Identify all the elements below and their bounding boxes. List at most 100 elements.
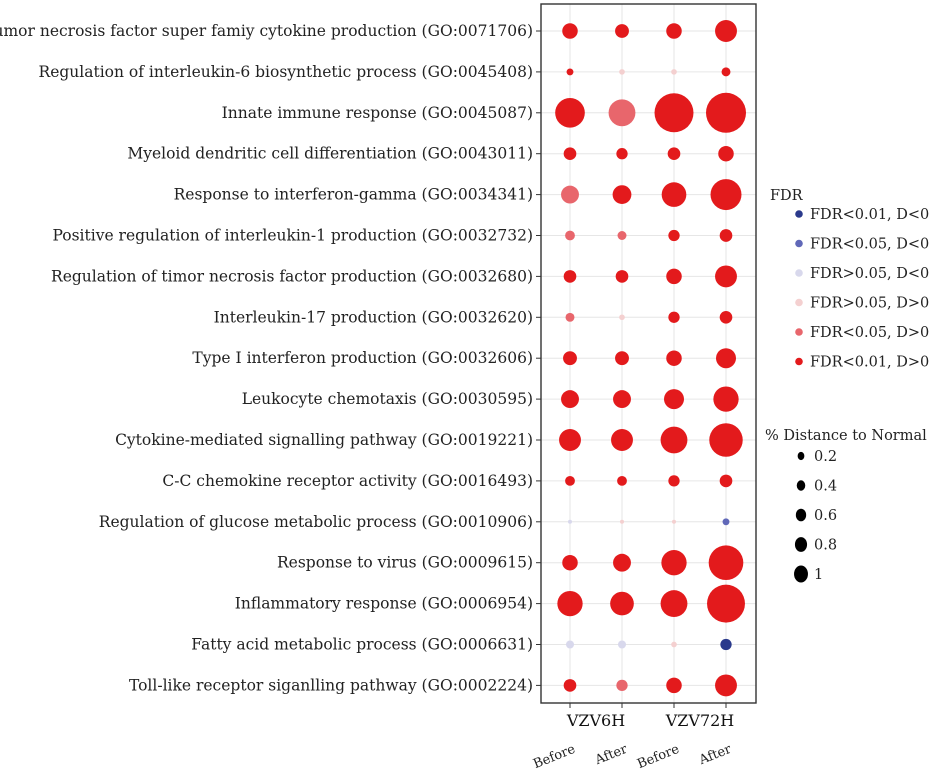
bubble-row-1-col-0 — [566, 68, 574, 76]
legend-fdr-swatch-2 — [795, 269, 803, 277]
bubble-row-6-col-2 — [666, 268, 682, 285]
term-label-11: C-C chemokine receptor activity (GO:0016… — [162, 472, 533, 490]
bubble-row-14-col-1 — [610, 591, 634, 616]
bubble-row-5-col-1 — [617, 231, 627, 240]
bubble-row-15-col-2 — [671, 641, 677, 648]
bubble-row-0-col-3 — [715, 20, 737, 42]
x-group-label-1: VZV72H — [665, 711, 735, 730]
bubble-row-13-col-2 — [661, 550, 687, 576]
term-label-6: Regulation of timor necrosis factor prod… — [51, 267, 533, 285]
bubble-row-16-col-2 — [666, 677, 682, 694]
bubble-row-9-col-2 — [664, 389, 684, 410]
x-condition-label-3: After — [696, 742, 734, 769]
bubble-row-16-col-3 — [715, 674, 737, 697]
bubble-row-15-col-1 — [618, 640, 626, 649]
term-label-16: Toll-like receptor siganlling pathway (G… — [129, 676, 533, 694]
bubble-row-5-col-2 — [668, 229, 680, 242]
bubble-row-12-col-1 — [620, 519, 624, 524]
legend: FDR FDR<0.01, D<0 FDR<0.05, D<0 FDR>0.05, … — [765, 188, 929, 583]
term-label-1: Regulation of interleukin-6 biosynthetic… — [39, 63, 533, 81]
bubble-row-4-col-2 — [661, 182, 687, 207]
bubble-row-10-col-0 — [559, 429, 581, 451]
legend-fdr-swatch-1 — [795, 239, 803, 248]
legend-fdr-label-0: FDR<0.01, D<0 — [810, 207, 929, 223]
bubble-row-10-col-2 — [660, 426, 688, 454]
bubble-row-14-col-0 — [557, 590, 583, 617]
bubble-row-2-col-0 — [555, 97, 585, 128]
bubble-row-3-col-3 — [718, 145, 734, 162]
legend-size-swatch-0 — [797, 451, 805, 461]
legend-fdr-label-1: FDR<0.05, D<0 — [810, 237, 929, 253]
bubble-row-7-col-3 — [719, 310, 733, 324]
bubble-row-9-col-0 — [561, 390, 579, 409]
legend-fdr-items: FDR<0.01, D<0 FDR<0.05, D<0 FDR>0.05, D<0 F… — [795, 207, 929, 371]
bubble-row-2-col-2 — [654, 93, 694, 133]
bubble-row-5-col-0 — [565, 230, 575, 241]
legend-size-label-4: 1 — [814, 567, 823, 583]
bubble-row-7-col-0 — [565, 312, 575, 322]
bubble-row-8-col-2 — [666, 350, 682, 366]
bubble-row-11-col-3 — [719, 474, 733, 488]
legend-size-label-0: 0.2 — [814, 449, 837, 465]
legend-size-items: 0.2 0.4 0.6 0.8 1 — [794, 449, 837, 583]
plot-panel-border — [540, 3, 757, 704]
legend-fdr-label-2: FDR>0.05, D<0 — [810, 266, 929, 282]
legend-fdr-swatch-5 — [795, 357, 803, 366]
bubble-row-12-col-3 — [722, 518, 730, 526]
bubble-row-12-col-2 — [672, 519, 676, 524]
term-label-8: Type I interferon production (GO:0032606… — [192, 349, 533, 367]
legend-fdr-label-5: FDR<0.01, D>0 — [810, 355, 929, 371]
term-label-10: Cytokine-mediated signalling pathway (GO… — [115, 431, 533, 449]
bubble-row-11-col-2 — [668, 475, 680, 487]
legend-fdr-title: FDR — [770, 188, 804, 204]
term-label-0: Tumor necrosis factor super famiy cytoki… — [0, 22, 533, 40]
bubble-row-0-col-1 — [615, 24, 629, 38]
legend-size-title: % Distance to Normal — [765, 428, 927, 444]
bubble-row-13-col-0 — [562, 554, 578, 571]
y-axis-term-labels: Tumor necrosis factor super famiy cytoki… — [0, 22, 541, 694]
legend-fdr-swatch-0 — [795, 210, 803, 218]
term-label-7: Interleukin-17 production (GO:0032620) — [214, 308, 533, 326]
legend-size-label-2: 0.6 — [814, 508, 837, 524]
bubble-row-14-col-2 — [660, 590, 688, 618]
term-label-15: Fatty acid metabolic process (GO:0006631… — [191, 636, 533, 654]
legend-size-swatch-3 — [794, 537, 808, 552]
bubble-row-5-col-3 — [719, 229, 733, 242]
legend-fdr-label-3: FDR>0.05, D>0 — [810, 296, 929, 312]
term-label-4: Response to interferon-gamma (GO:0034341… — [174, 186, 533, 204]
bubble-row-16-col-1 — [616, 679, 628, 692]
bubble-row-7-col-1 — [619, 314, 625, 321]
bubble-row-16-col-0 — [563, 679, 577, 692]
bubble-row-1-col-3 — [721, 67, 731, 77]
term-label-13: Response to virus (GO:0009615) — [277, 554, 533, 572]
bubble-row-2-col-1 — [608, 99, 636, 127]
bubble-row-4-col-3 — [710, 179, 742, 211]
legend-size-label-3: 0.8 — [814, 538, 837, 554]
bubble-row-14-col-3 — [707, 584, 745, 623]
bubble-row-8-col-1 — [615, 351, 629, 366]
term-label-12: Regulation of glucose metabolic process … — [99, 513, 533, 531]
bubble-row-3-col-0 — [563, 147, 577, 161]
bubble-points — [555, 20, 746, 697]
bubble-row-6-col-0 — [563, 270, 577, 283]
legend-size-swatch-4 — [794, 565, 808, 583]
bubble-row-1-col-1 — [619, 69, 625, 75]
bubble-row-3-col-2 — [667, 147, 681, 161]
bubble-row-10-col-1 — [611, 429, 633, 451]
bubble-row-15-col-3 — [720, 638, 732, 651]
legend-fdr-swatch-4 — [795, 328, 803, 336]
bubble-row-11-col-1 — [617, 476, 627, 486]
x-condition-label-0: Before — [531, 742, 578, 772]
bubble-row-4-col-1 — [612, 185, 632, 204]
bubble-row-3-col-1 — [616, 148, 628, 160]
bubble-row-9-col-3 — [713, 386, 739, 412]
bubble-row-8-col-0 — [563, 351, 577, 366]
bubble-row-15-col-0 — [566, 640, 574, 649]
bubble-row-11-col-0 — [565, 476, 575, 486]
legend-size-label-1: 0.4 — [814, 479, 837, 495]
bubble-row-0-col-2 — [666, 23, 682, 39]
legend-size-swatch-1 — [796, 480, 806, 491]
bubble-row-7-col-2 — [668, 311, 680, 323]
